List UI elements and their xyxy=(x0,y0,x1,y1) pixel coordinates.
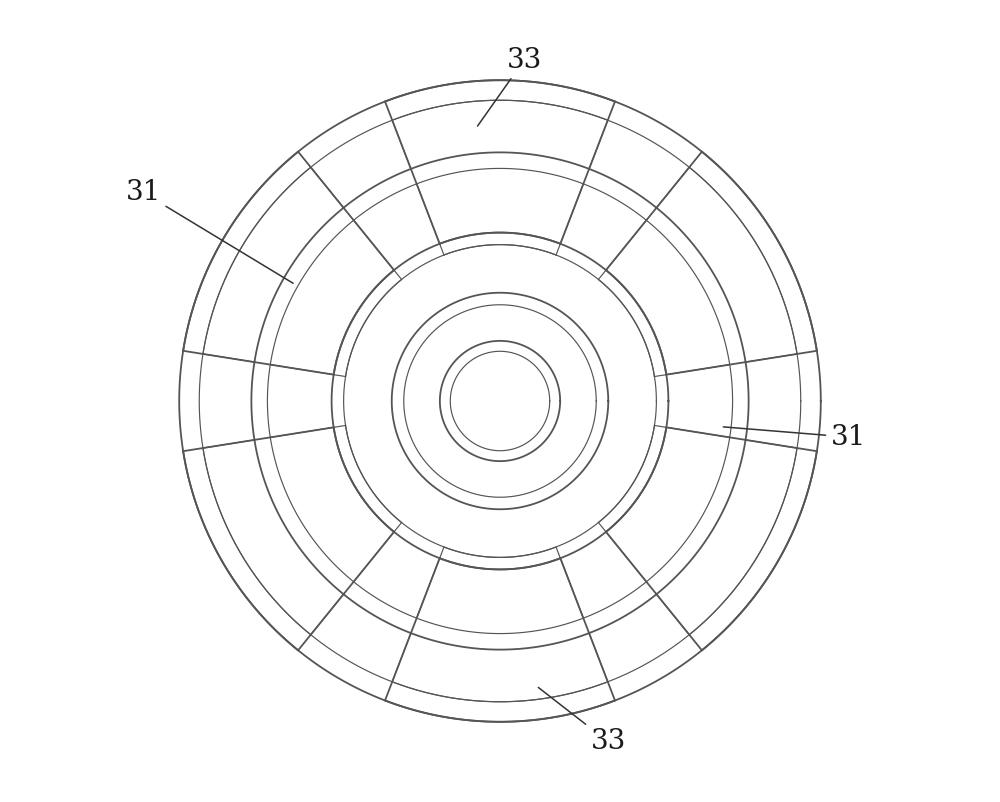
Text: 31: 31 xyxy=(125,179,293,283)
Text: 33: 33 xyxy=(538,687,626,755)
Text: 33: 33 xyxy=(478,47,542,126)
Text: 31: 31 xyxy=(723,423,867,451)
